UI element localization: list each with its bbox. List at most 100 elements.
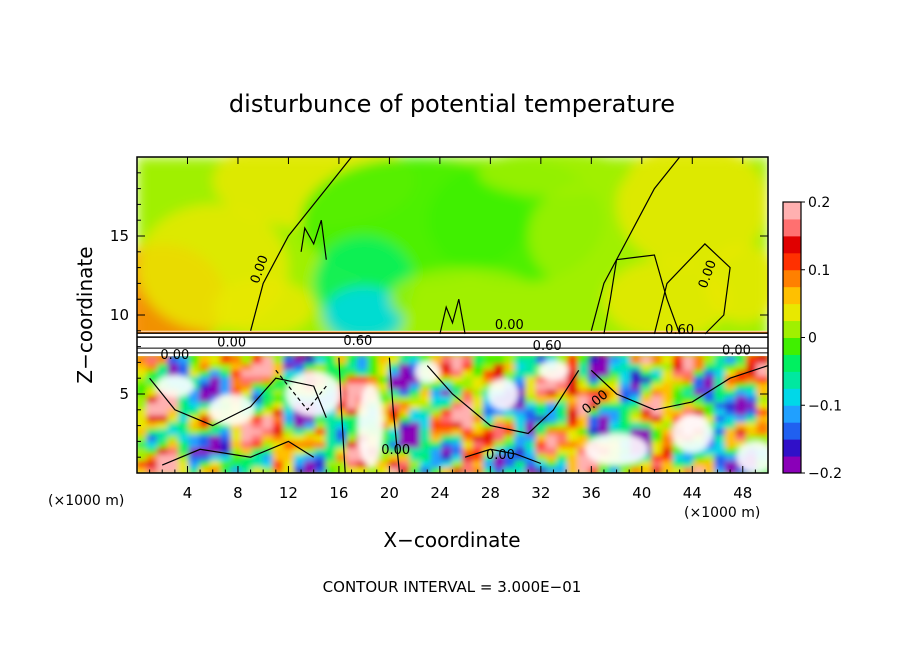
y-axis: 5 10 15 xyxy=(110,172,768,458)
field-cell xyxy=(756,413,768,423)
field-cell xyxy=(272,355,286,364)
field-cell xyxy=(146,465,160,473)
field-cell xyxy=(220,433,233,442)
field-cell xyxy=(535,355,549,364)
field-cell xyxy=(640,413,654,423)
field-cell xyxy=(577,439,591,449)
field-cell xyxy=(745,413,759,423)
contour-line xyxy=(161,440,315,466)
field-cell xyxy=(745,368,759,377)
field-cell xyxy=(346,381,359,390)
field-cell xyxy=(451,381,465,390)
field-cell xyxy=(703,368,717,377)
field-cell xyxy=(483,439,496,449)
field-cell xyxy=(693,459,706,468)
field-cell xyxy=(619,420,633,429)
field-cell xyxy=(440,459,454,468)
field-cell xyxy=(504,368,517,377)
field-cell xyxy=(398,355,412,364)
field-cell xyxy=(209,361,223,371)
field-cell xyxy=(640,355,654,364)
field-cell xyxy=(272,400,286,410)
field-cell xyxy=(314,433,328,442)
field-cell xyxy=(525,413,538,423)
field-cell xyxy=(314,420,328,429)
field-cell xyxy=(609,361,622,371)
field-cell xyxy=(157,459,170,468)
field-cell xyxy=(262,459,275,468)
field-cell xyxy=(419,387,433,397)
contour-lines xyxy=(149,157,768,473)
field-cell xyxy=(157,426,170,436)
field-cell xyxy=(682,368,696,377)
field-cell xyxy=(346,413,359,423)
y-tick-label: 10 xyxy=(110,306,129,324)
field-cell xyxy=(146,420,160,429)
colorbar-step xyxy=(783,218,801,237)
field-cell xyxy=(651,439,664,449)
field-cell xyxy=(640,361,654,371)
field-cell xyxy=(188,465,202,473)
field-cell xyxy=(199,413,212,423)
field-cell xyxy=(430,426,443,436)
field-cell xyxy=(661,426,675,436)
field-cell xyxy=(167,446,181,455)
field-cell xyxy=(230,387,244,397)
field-cell xyxy=(199,452,212,462)
field-cell xyxy=(682,407,696,416)
field-cell xyxy=(546,446,559,455)
field-cell xyxy=(651,368,664,377)
field-cell xyxy=(356,374,370,384)
contour-line xyxy=(149,377,327,427)
field-cell xyxy=(137,368,149,377)
contour-line xyxy=(603,254,681,335)
field-cell xyxy=(398,361,412,371)
field-cell xyxy=(556,381,570,390)
field-cell xyxy=(567,394,580,403)
field-cell xyxy=(756,433,768,442)
field-cell xyxy=(346,394,359,403)
contour-label: 0.00 xyxy=(486,448,515,463)
field-cell xyxy=(146,446,160,455)
field-cell xyxy=(514,400,528,410)
field-cell xyxy=(598,355,612,364)
field-cell xyxy=(377,439,391,449)
field-cell xyxy=(146,400,160,410)
field-cell xyxy=(451,439,465,449)
field-cell xyxy=(682,387,696,397)
field-cell xyxy=(388,413,401,423)
field-cell xyxy=(525,355,538,364)
field-cell xyxy=(588,413,601,423)
field-cell xyxy=(493,426,507,436)
field-cell xyxy=(504,446,517,455)
field-cell xyxy=(567,400,580,410)
field-cell xyxy=(714,446,727,455)
field-cell xyxy=(735,426,748,436)
field-cell xyxy=(325,465,338,473)
field-cell xyxy=(251,407,265,416)
field-cell xyxy=(577,387,591,397)
field-cell xyxy=(546,413,559,423)
field-cell xyxy=(693,361,706,371)
contour-label: 0.00 xyxy=(160,348,189,363)
field-cell xyxy=(724,465,738,473)
field-cell xyxy=(630,459,643,468)
field-cell xyxy=(535,459,549,468)
field-cell xyxy=(619,426,633,436)
field-cell xyxy=(377,400,391,410)
field-cell xyxy=(241,381,254,390)
field-cell xyxy=(661,387,675,397)
field-cell xyxy=(556,400,570,410)
field-cell xyxy=(703,374,717,384)
field-cell xyxy=(419,413,433,423)
field-cell xyxy=(535,420,549,429)
field-cell xyxy=(504,452,517,462)
field-cell xyxy=(535,394,549,403)
field-cell xyxy=(409,446,422,455)
field-cell xyxy=(714,426,727,436)
field-cell xyxy=(640,459,654,468)
field-cell xyxy=(588,381,601,390)
field-cell xyxy=(483,452,496,462)
field-cell xyxy=(272,368,286,377)
field-cell xyxy=(567,387,580,397)
